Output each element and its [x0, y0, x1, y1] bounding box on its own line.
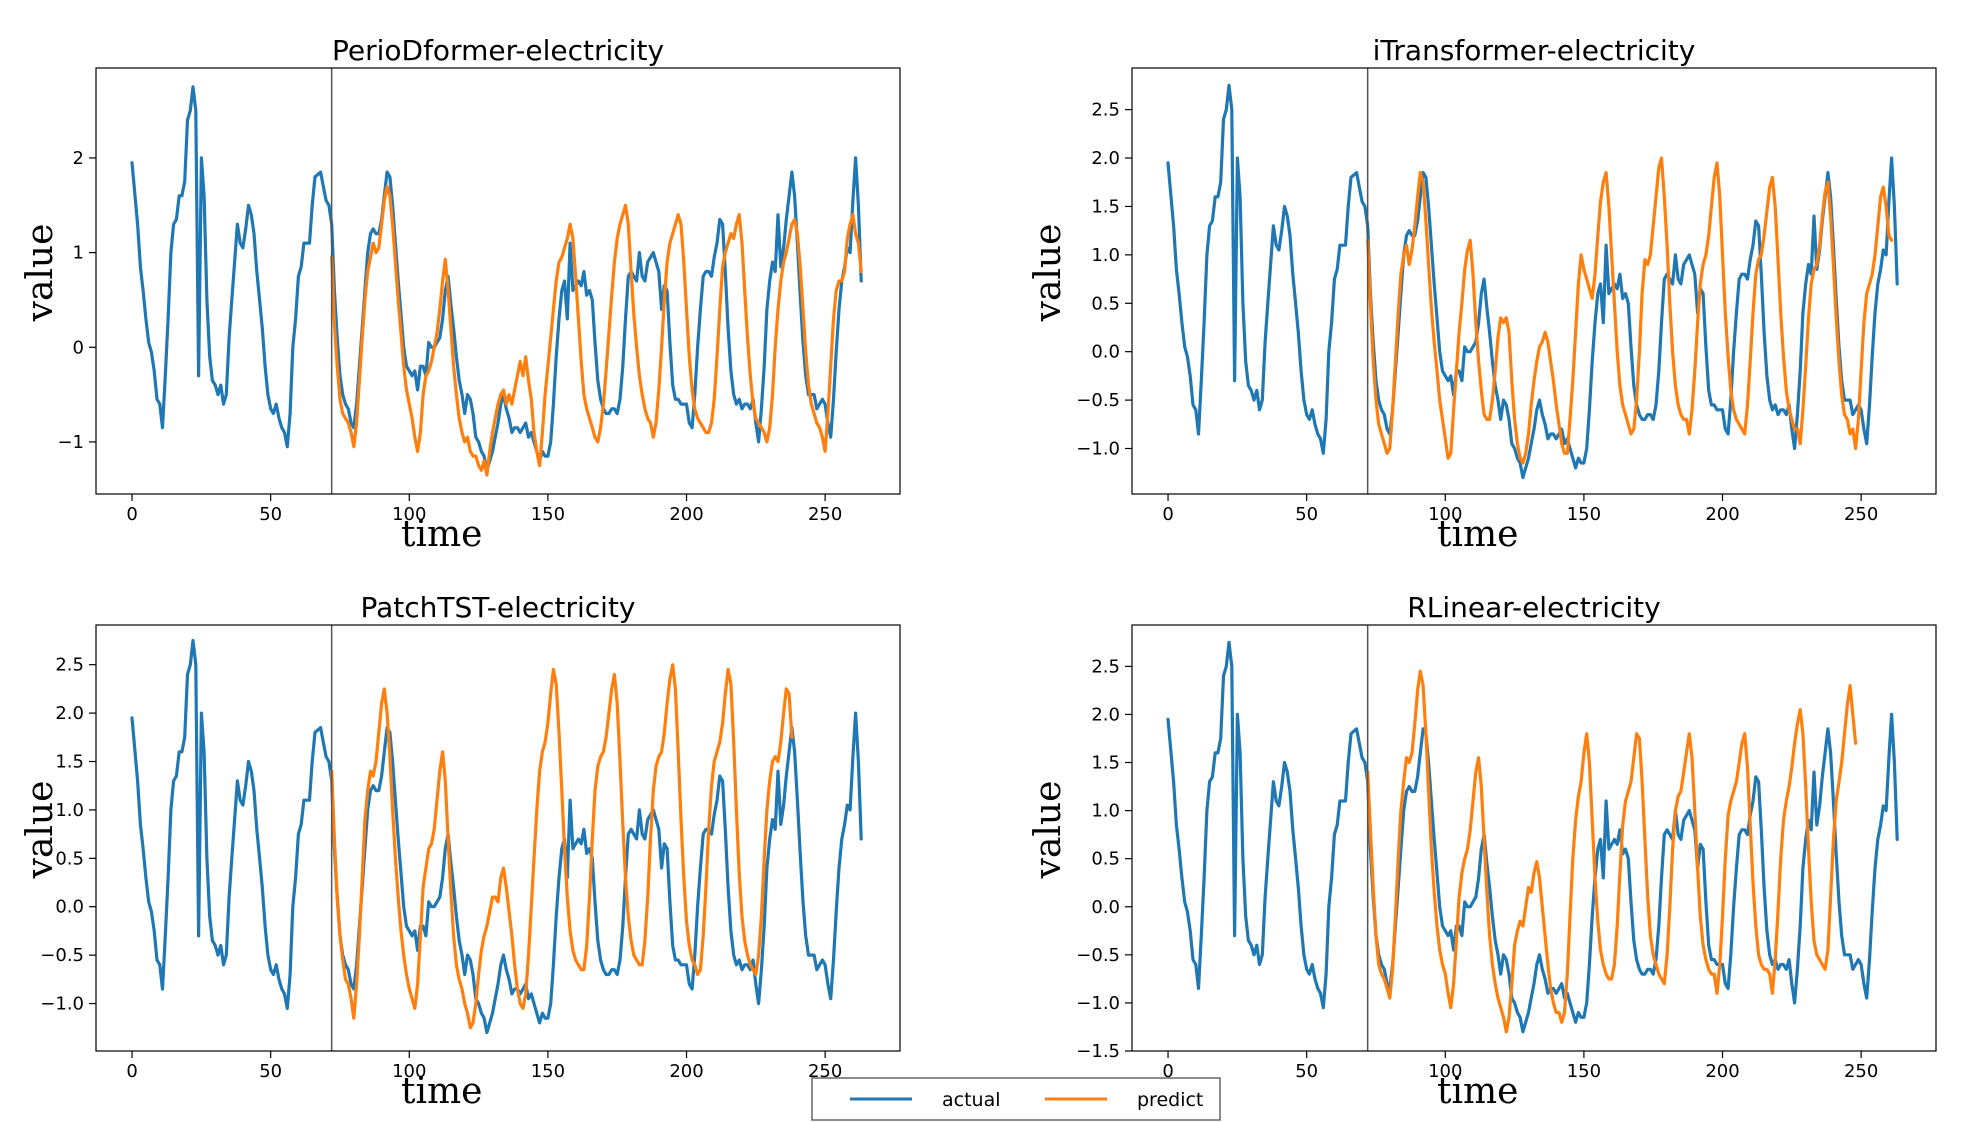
chart-title: PatchTST-electricity	[360, 591, 635, 624]
y-tick-label: −1.0	[40, 994, 84, 1015]
x-tick-label: 150	[531, 504, 565, 525]
y-tick-label: 0.5	[1091, 849, 1120, 870]
x-tick-label: 250	[808, 504, 842, 525]
y-tick-label: 0.5	[1091, 293, 1120, 314]
x-tick-label: 250	[808, 1061, 842, 1082]
y-axis-label: value	[1028, 781, 1069, 880]
y-axis-label: value	[20, 781, 61, 880]
y-tick-label: −1.5	[1076, 1041, 1120, 1062]
x-axis-label: time	[1437, 514, 1518, 555]
axes-frame	[95, 67, 901, 495]
y-tick-label: 2.0	[1091, 704, 1120, 725]
x-tick-label: 0	[126, 1061, 137, 1082]
subplot-itransformer: iTransformer-electricity 0 50 100 150 200 250 −…	[1028, 34, 1937, 555]
y-tick-label: −1.0	[1076, 993, 1120, 1014]
axes-frame	[95, 624, 901, 1052]
x-tick-label: 150	[531, 1061, 565, 1082]
y-tick-label: 0.0	[1091, 897, 1120, 918]
y-tick-label: −0.5	[40, 945, 84, 966]
subplot-rlinear: RLinear-electricity 0 50 100 150 200 250 −1.5 −1…	[1028, 591, 1937, 1112]
x-tick-label: 200	[1705, 504, 1739, 525]
x-axis-label: time	[401, 1071, 482, 1112]
y-tick-label: 2.5	[1091, 656, 1120, 677]
y-tick-label: 0.0	[55, 897, 84, 918]
chart-title: PerioDformer-electricity	[332, 34, 664, 67]
series-line-actual	[130, 85, 863, 472]
y-tick-label: 0	[73, 337, 84, 358]
subplot-periodformer: PerioDformer-electricity 0 50 100 150 200 250 −…	[20, 34, 901, 555]
y-axis-label: value	[20, 224, 61, 323]
y-tick-label: 0.0	[1091, 342, 1120, 363]
x-tick-label: 150	[1567, 1061, 1601, 1082]
x-tick-label: 50	[1295, 1061, 1318, 1082]
series-line-predict	[1366, 669, 1858, 1034]
y-tick-label: −0.5	[1076, 945, 1120, 966]
y-tick-label: 1	[73, 243, 84, 264]
x-tick-label: 50	[259, 504, 282, 525]
x-tick-label: 200	[669, 1061, 703, 1082]
x-tick-label: 0	[126, 504, 137, 525]
x-tick-label: 100	[392, 504, 426, 525]
series-line-actual	[1166, 83, 1899, 480]
series-line-actual	[130, 638, 863, 1035]
x-tick-label: 50	[1295, 504, 1318, 525]
y-tick-label: 0.5	[55, 848, 84, 869]
axes-frame	[1131, 624, 1937, 1052]
series-line-actual	[1166, 640, 1899, 1034]
x-tick-label: 100	[1428, 504, 1462, 525]
y-tick-label: 2	[73, 148, 84, 169]
legend-label-actual: actual	[942, 1089, 1001, 1111]
y-tick-label: 2.0	[55, 703, 84, 724]
legend-label-predict: predict	[1137, 1089, 1203, 1111]
x-tick-label: 0	[1162, 1061, 1173, 1082]
x-axis-label: time	[1437, 1071, 1518, 1112]
chart-title: RLinear-electricity	[1407, 591, 1660, 624]
subplot-patchtst: PatchTST-electricity 0 50 100 150 200 250 −1.0 −…	[20, 591, 901, 1112]
x-tick-label: 0	[1162, 504, 1173, 525]
x-tick-label: 50	[259, 1061, 282, 1082]
y-tick-label: 2.5	[55, 655, 84, 676]
x-tick-label: 250	[1844, 1061, 1878, 1082]
series-line-predict	[330, 184, 863, 477]
y-tick-label: −1.0	[1076, 438, 1120, 459]
chart-title: iTransformer-electricity	[1373, 34, 1696, 67]
y-tick-label: 1.0	[1091, 245, 1120, 266]
legend: actual predict	[811, 1077, 1221, 1121]
y-tick-label: 1.5	[1091, 196, 1120, 217]
series-line-predict	[1366, 156, 1894, 465]
y-tick-label: 1.0	[1091, 801, 1120, 822]
y-tick-label: 2.0	[1091, 148, 1120, 169]
y-tick-label: −1	[57, 432, 84, 453]
x-tick-label: 150	[1567, 504, 1601, 525]
x-tick-label: 100	[392, 1061, 426, 1082]
axes-frame	[1131, 67, 1937, 495]
y-axis-label: value	[1028, 224, 1069, 323]
x-tick-label: 100	[1428, 1061, 1462, 1082]
y-tick-label: 2.5	[1091, 100, 1120, 121]
y-tick-label: 1.5	[55, 752, 84, 773]
x-axis-label: time	[401, 514, 482, 555]
x-tick-label: 250	[1844, 504, 1878, 525]
x-tick-label: 200	[669, 504, 703, 525]
y-tick-label: 1.0	[55, 800, 84, 821]
x-tick-label: 200	[1705, 1061, 1739, 1082]
y-tick-label: 1.5	[1091, 753, 1120, 774]
series-line-predict	[330, 663, 794, 1030]
y-tick-label: −0.5	[1076, 390, 1120, 411]
